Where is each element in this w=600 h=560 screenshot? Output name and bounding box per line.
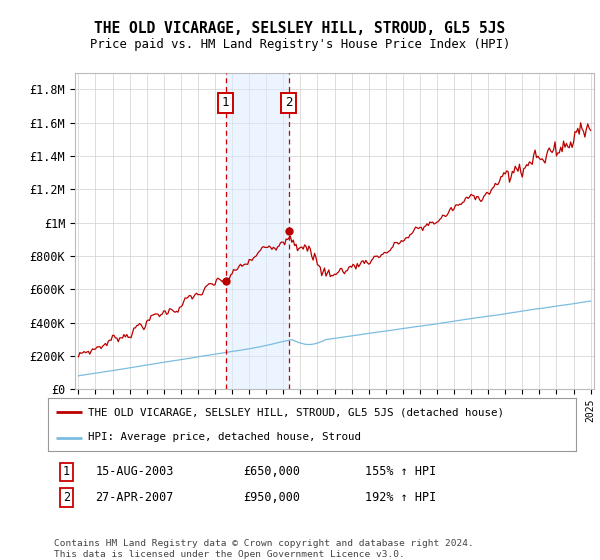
Text: 192% ↑ HPI: 192% ↑ HPI — [365, 491, 436, 504]
Text: 2: 2 — [63, 491, 70, 504]
Text: 155% ↑ HPI: 155% ↑ HPI — [365, 465, 436, 478]
Text: HPI: Average price, detached house, Stroud: HPI: Average price, detached house, Stro… — [88, 432, 361, 442]
Text: Price paid vs. HM Land Registry's House Price Index (HPI): Price paid vs. HM Land Registry's House … — [90, 38, 510, 50]
Text: 1: 1 — [63, 465, 70, 478]
Text: 27-APR-2007: 27-APR-2007 — [95, 491, 174, 504]
Text: 2: 2 — [285, 96, 292, 109]
Bar — [226, 73, 289, 389]
Text: THE OLD VICARAGE, SELSLEY HILL, STROUD, GL5 5JS: THE OLD VICARAGE, SELSLEY HILL, STROUD, … — [94, 21, 506, 36]
Text: This data is licensed under the Open Government Licence v3.0.: This data is licensed under the Open Gov… — [54, 550, 405, 559]
Text: 1: 1 — [222, 96, 229, 109]
Text: THE OLD VICARAGE, SELSLEY HILL, STROUD, GL5 5JS (detached house): THE OLD VICARAGE, SELSLEY HILL, STROUD, … — [88, 408, 503, 418]
Text: £950,000: £950,000 — [244, 491, 301, 504]
Text: 15-AUG-2003: 15-AUG-2003 — [95, 465, 174, 478]
Text: Contains HM Land Registry data © Crown copyright and database right 2024.: Contains HM Land Registry data © Crown c… — [54, 539, 474, 548]
Text: £650,000: £650,000 — [244, 465, 301, 478]
